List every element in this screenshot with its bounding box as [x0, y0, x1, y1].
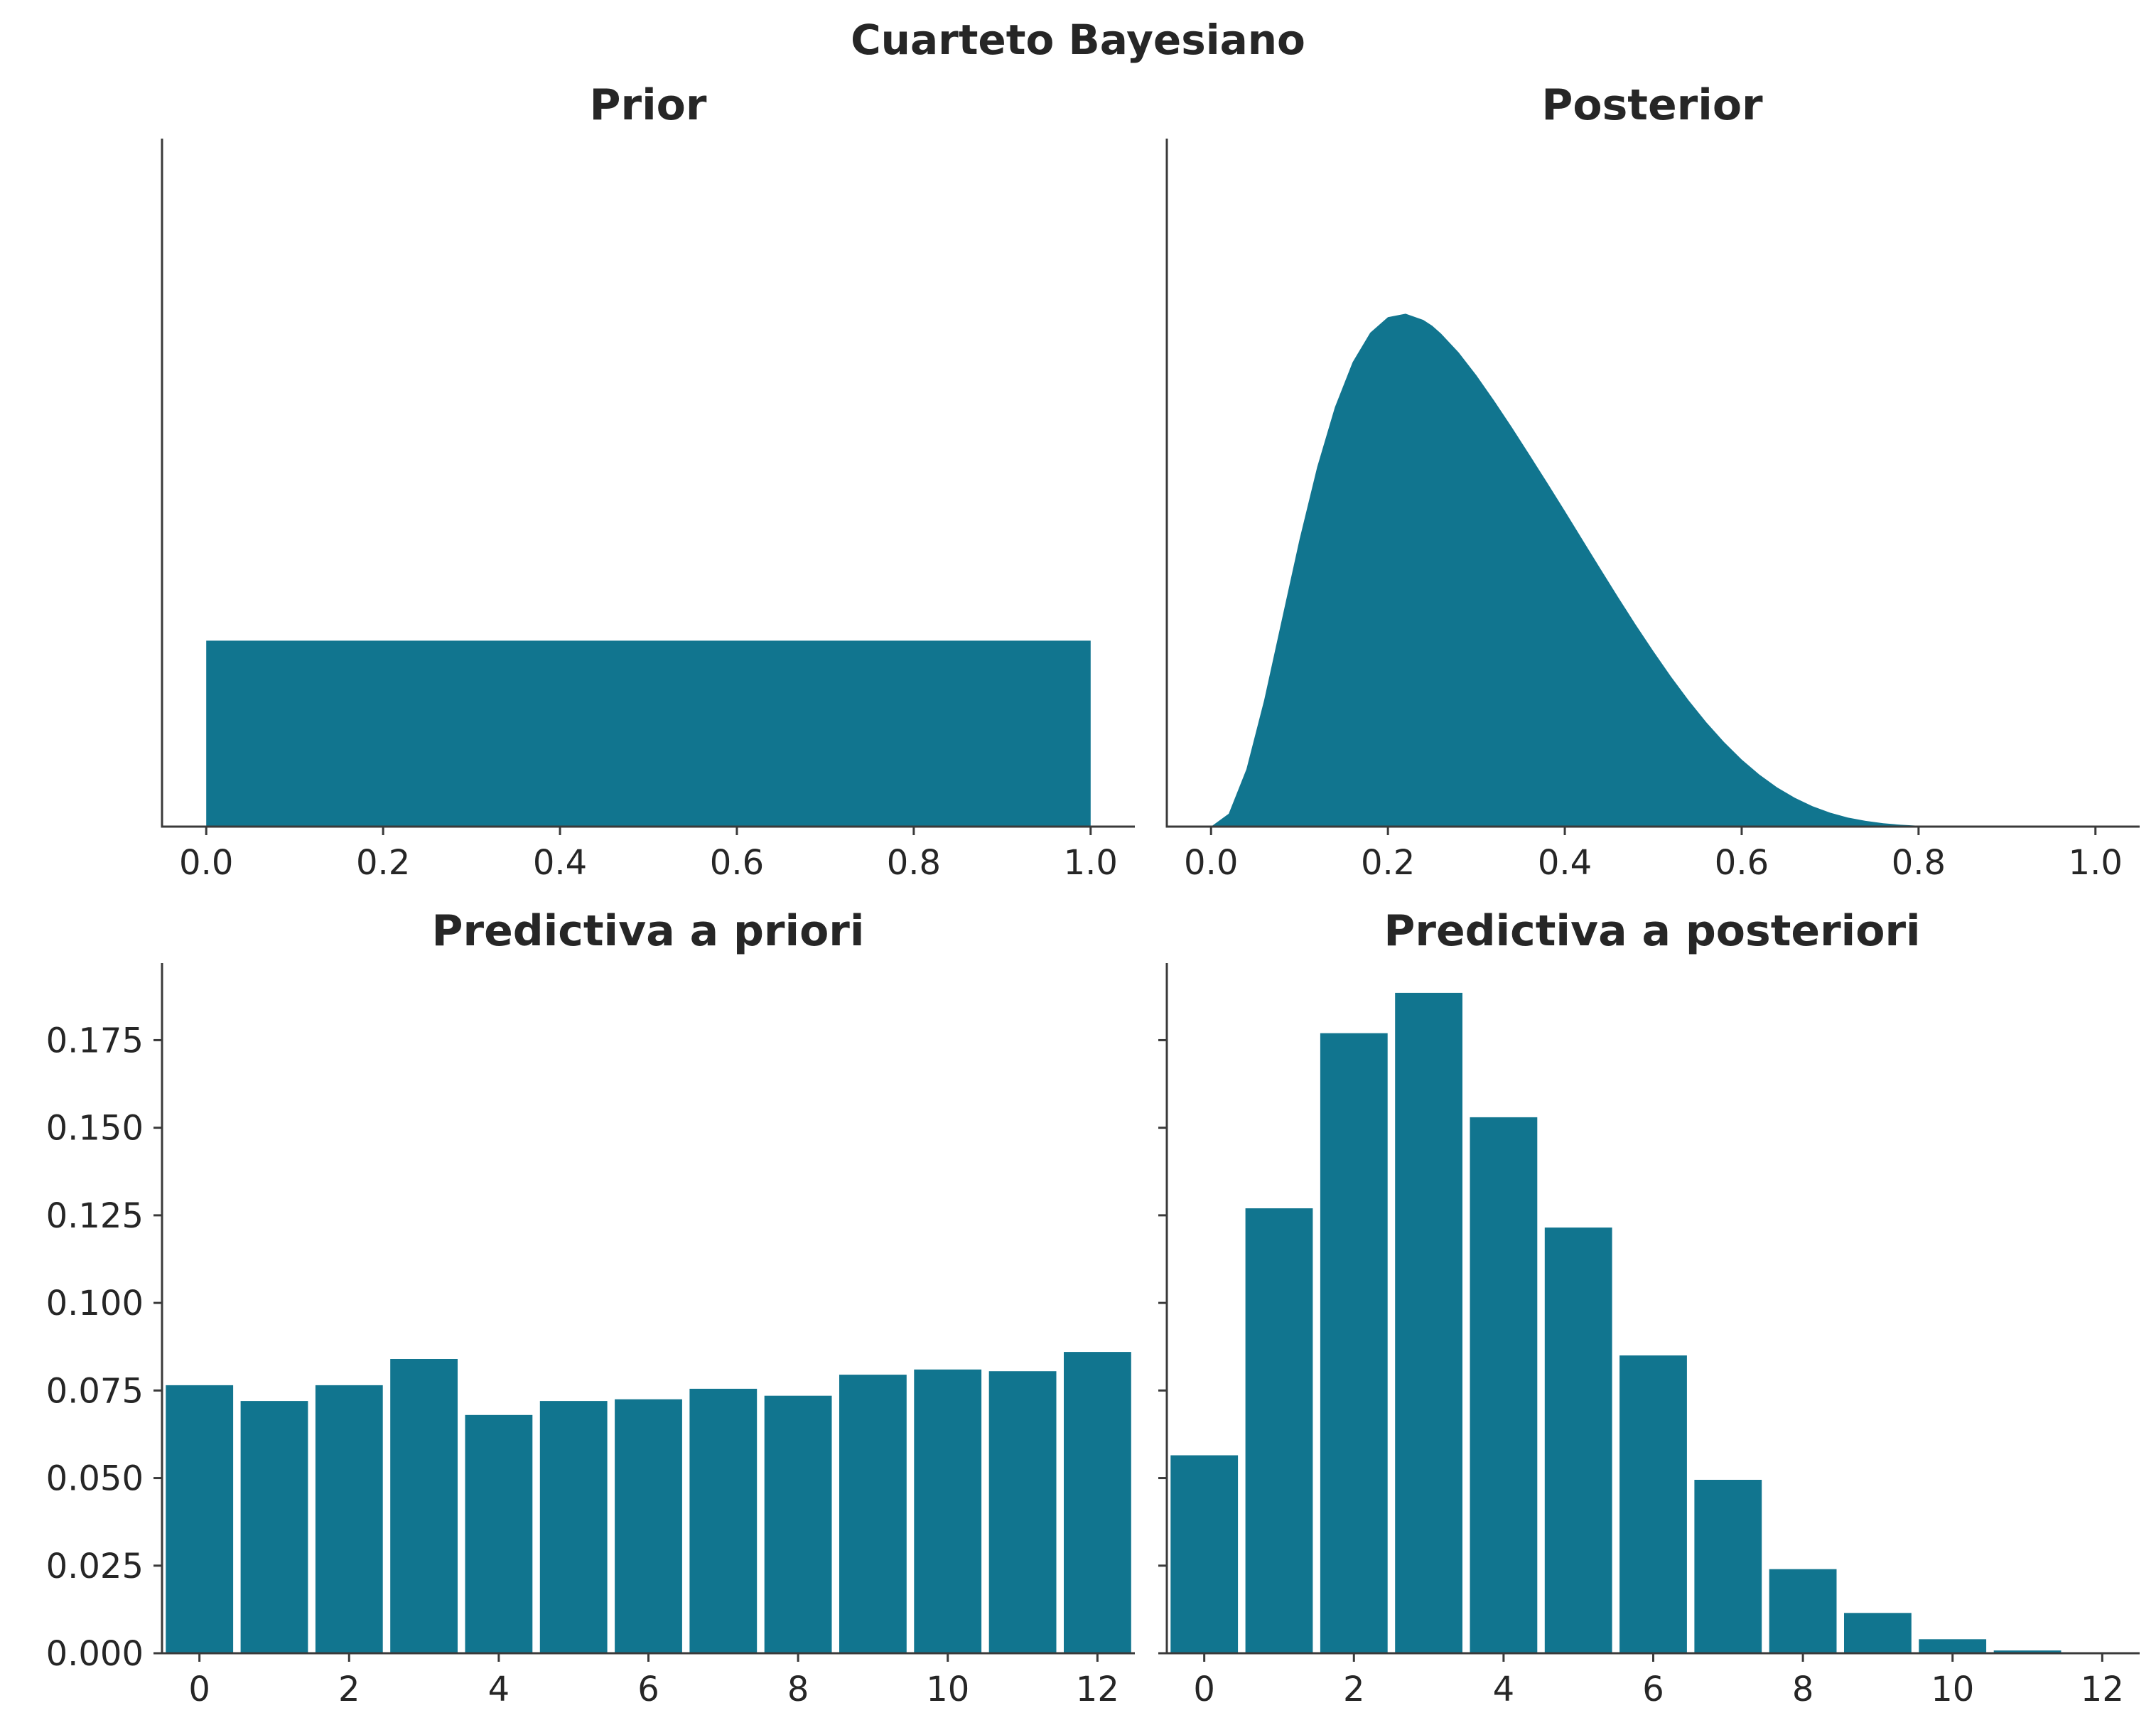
- posterior-panel: Posterior 0.0 0.2 0.4 0.6 0.8 1.0: [1165, 80, 2140, 883]
- posterior-predictive-x-tick-label: 8: [1792, 1670, 1814, 1709]
- prior-predictive-x-tick-label: 12: [1076, 1670, 1119, 1709]
- prior-predictive-bar-12: [1064, 1352, 1131, 1653]
- posterior-predictive-x-tick-label: 10: [1931, 1670, 1974, 1709]
- posterior-predictive-x-tick-label: 0: [1193, 1670, 1215, 1709]
- prior-predictive-bar-5: [539, 1401, 608, 1653]
- prior-predictive-plot-area: 0 2 4 6 8 10 12 0.000 0.025 0.050 0.075 0.100 0.125 0…: [46, 963, 1135, 1709]
- prior-predictive-y-tick-label: 0.175: [46, 1021, 144, 1060]
- prior-plot-area: 0.0 0.2 0.4 0.6 0.8 1.0: [161, 139, 1135, 883]
- prior-x-tick-label: 0.6: [710, 843, 764, 883]
- prior-predictive-bar-6: [615, 1399, 682, 1653]
- prior-title: Prior: [590, 80, 707, 130]
- posterior-predictive-bar-5: [1544, 1227, 1612, 1653]
- prior-predictive-bar-8: [764, 1395, 832, 1653]
- prior-predictive-x-tick-label: 10: [926, 1670, 969, 1709]
- prior-predictive-bar-9: [839, 1375, 907, 1653]
- prior-predictive-bar-1: [240, 1401, 308, 1653]
- posterior-predictive-bar-0: [1170, 1455, 1239, 1653]
- prior-predictive-y-tick-label: 0.100: [46, 1284, 144, 1323]
- posterior-predictive-x-tick-label: 6: [1642, 1670, 1664, 1709]
- posterior-x-tick-label: 0.4: [1538, 843, 1592, 883]
- prior-predictive-bar-7: [689, 1388, 758, 1653]
- prior-x-tick-label: 0.0: [179, 843, 233, 883]
- posterior-predictive-plot-area: 0 2 4 6 8 10 12: [1158, 963, 2140, 1709]
- prior-predictive-panel: Predictiva a priori 0 2 4 6 8 10 120.0000.0250…: [46, 906, 1135, 1709]
- posterior-title: Posterior: [1541, 80, 1763, 130]
- prior-predictive-y-tick-label: 0.125: [46, 1196, 144, 1236]
- posterior-x-tick-label: 0.0: [1184, 843, 1238, 883]
- prior-predictive-bar-3: [390, 1359, 458, 1653]
- prior-panel: Prior 0.0 0.2 0.4 0.6 0.8 1.0: [161, 80, 1135, 883]
- prior-predictive-x-tick-label: 4: [488, 1670, 510, 1709]
- prior-x-tick-label: 1.0: [1064, 843, 1118, 883]
- posterior-x-tick-label: 1.0: [2069, 843, 2123, 883]
- prior-predictive-bar-10: [914, 1369, 982, 1653]
- prior-predictive-x-tick-label: 0: [188, 1670, 210, 1709]
- posterior-plot-area: 0.0 0.2 0.4 0.6 0.8 1.0: [1165, 139, 2140, 883]
- prior-predictive-x-tick-label: 8: [787, 1670, 809, 1709]
- prior-predictive-y-tick-label: 0.150: [46, 1109, 144, 1149]
- prior-predictive-bar-2: [315, 1385, 383, 1653]
- posterior-predictive-bar-3: [1395, 992, 1462, 1653]
- prior-area: [206, 640, 1091, 827]
- posterior-predictive-bar-11: [1993, 1650, 2061, 1653]
- prior-predictive-y-tick-label: 0.025: [46, 1547, 144, 1586]
- posterior-predictive-x-tick-label: 12: [2081, 1670, 2124, 1709]
- posterior-predictive-bar-7: [1694, 1480, 1762, 1653]
- prior-predictive-bar-4: [465, 1414, 533, 1653]
- posterior-predictive-x-tick-label: 2: [1343, 1670, 1365, 1709]
- prior-predictive-y-tick-label: 0.050: [46, 1459, 144, 1499]
- prior-predictive-y-tick-label: 0.075: [46, 1371, 144, 1411]
- posterior-x-tick-label: 0.2: [1361, 843, 1415, 883]
- prior-predictive-bar-0: [166, 1385, 234, 1653]
- posterior-predictive-bar-8: [1769, 1569, 1837, 1653]
- prior-predictive-title: Predictiva a priori: [432, 906, 865, 956]
- posterior-area: [1211, 313, 1954, 827]
- posterior-predictive-panel: Predictiva a posteriori 0 2 4 6 8 10 12: [1158, 906, 2140, 1709]
- posterior-predictive-bar-1: [1245, 1208, 1313, 1653]
- prior-predictive-x-tick-label: 2: [338, 1670, 360, 1709]
- posterior-x-tick-label: 0.6: [1715, 843, 1769, 883]
- posterior-predictive-bar-9: [1844, 1613, 1912, 1653]
- posterior-predictive-bar-6: [1619, 1355, 1687, 1653]
- posterior-predictive-title: Predictiva a posteriori: [1384, 906, 1920, 956]
- posterior-predictive-bar-2: [1320, 1033, 1388, 1653]
- prior-predictive-x-tick-label: 6: [637, 1670, 659, 1709]
- prior-x-tick-label: 0.2: [356, 843, 410, 883]
- posterior-predictive-x-tick-label: 4: [1493, 1670, 1515, 1709]
- posterior-predictive-bar-4: [1470, 1117, 1538, 1653]
- prior-predictive-bar-11: [988, 1371, 1057, 1653]
- prior-predictive-y-tick-label: 0.000: [46, 1634, 144, 1674]
- figure-title: Cuarteto Bayesiano: [851, 16, 1305, 64]
- prior-x-tick-label: 0.8: [887, 843, 941, 883]
- posterior-x-tick-label: 0.8: [1892, 843, 1946, 883]
- posterior-predictive-bar-10: [1919, 1639, 1987, 1653]
- prior-x-tick-label: 0.4: [533, 843, 587, 883]
